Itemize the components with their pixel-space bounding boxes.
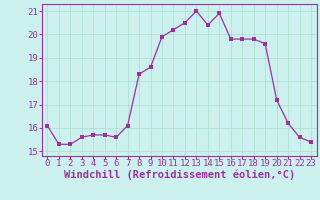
X-axis label: Windchill (Refroidissement éolien,°C): Windchill (Refroidissement éolien,°C) (64, 170, 295, 180)
